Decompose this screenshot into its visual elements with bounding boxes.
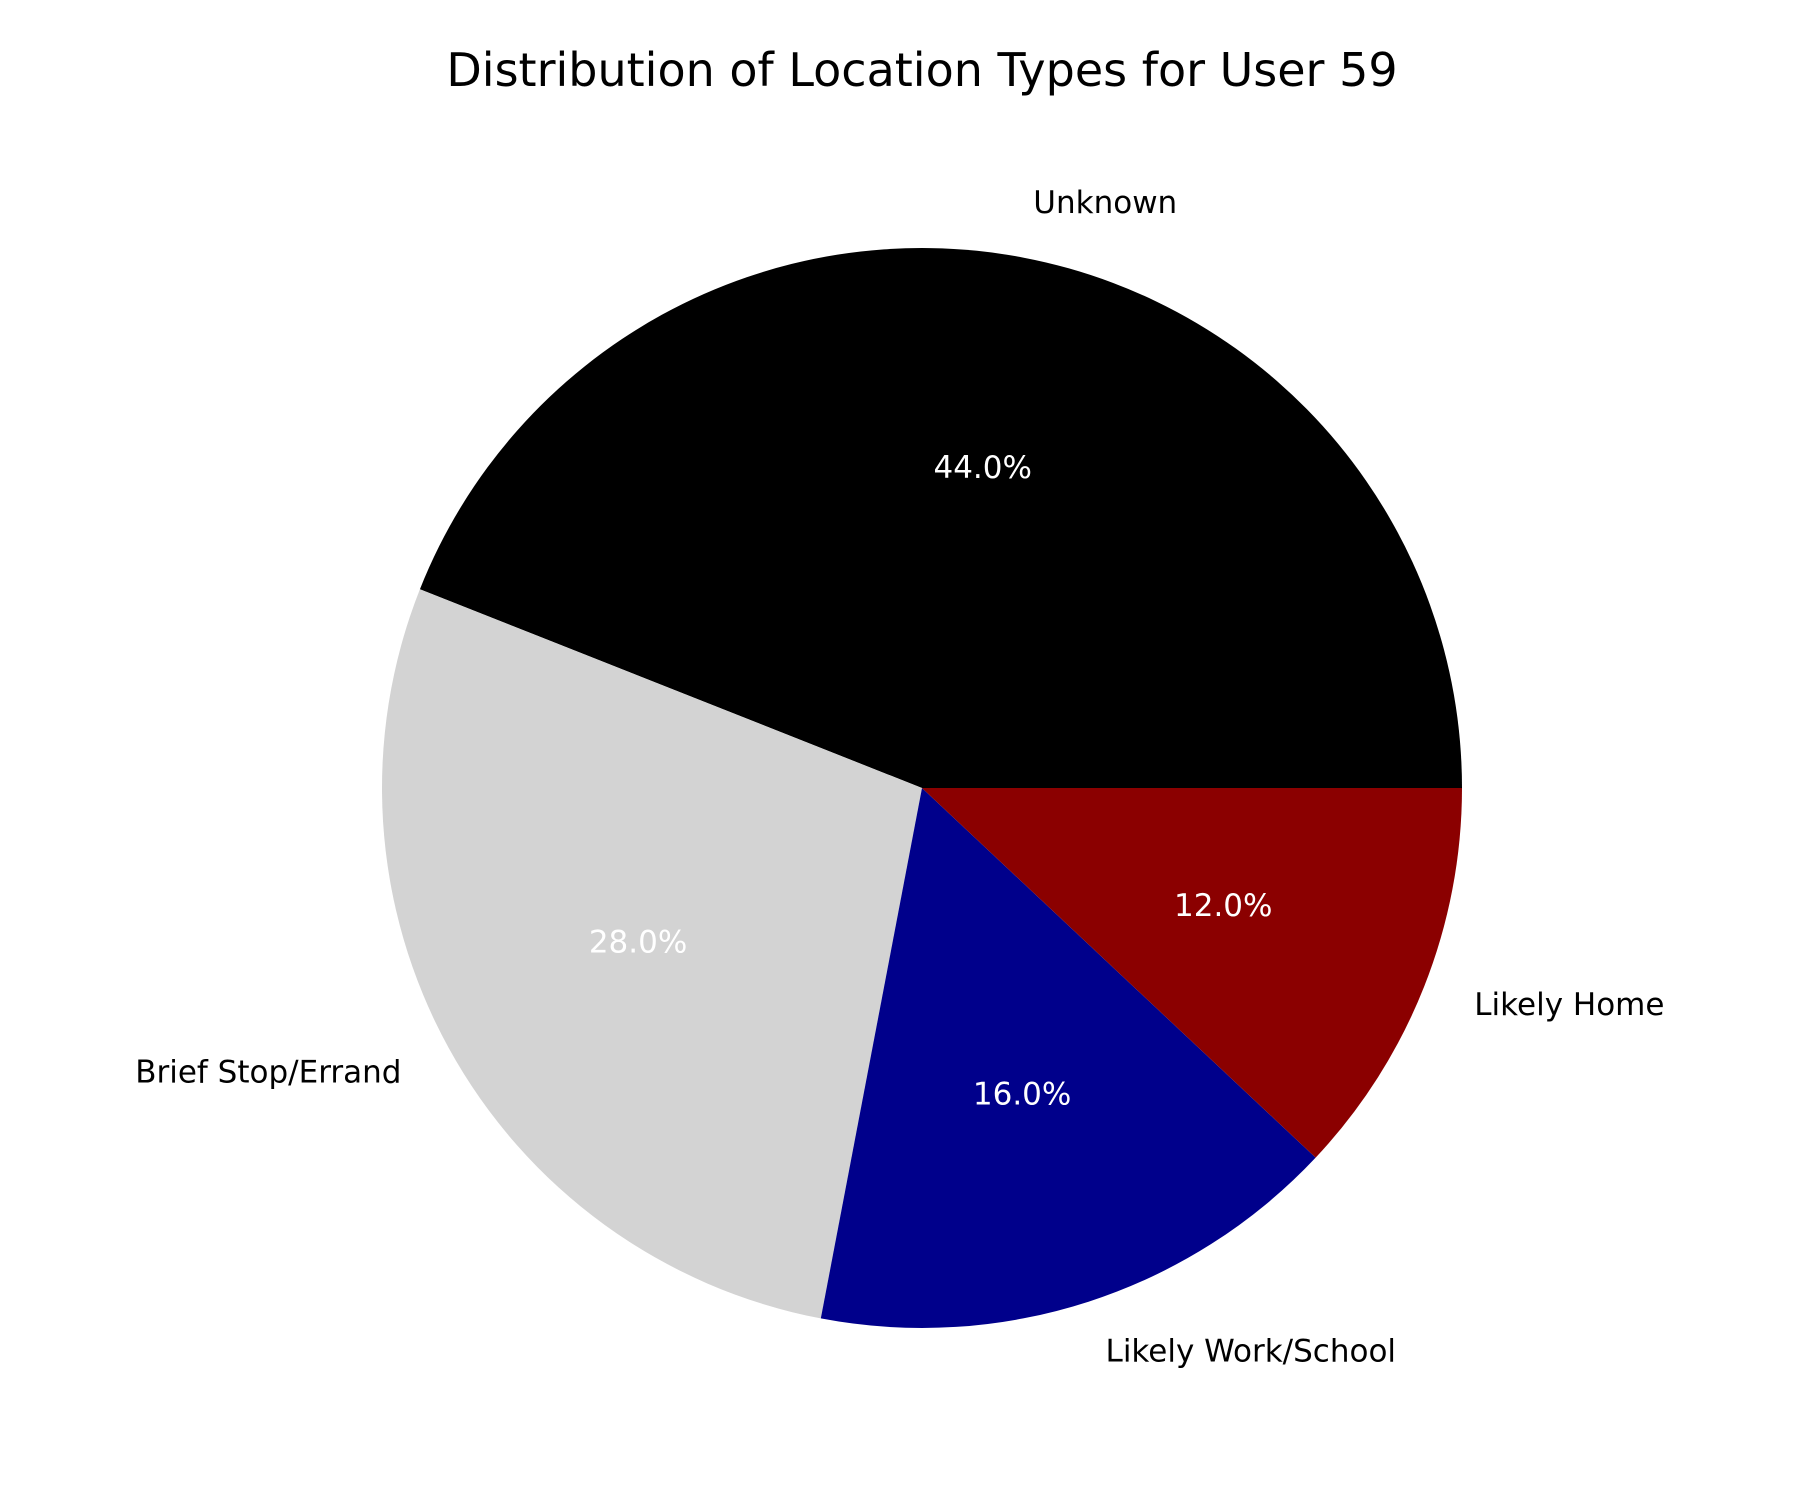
pie-slice-brief-stop-errand [382,589,922,1319]
slice-percentage-label: 44.0% [933,450,1031,486]
slice-percentage-label: 16.0% [973,1077,1071,1113]
slice-percentage-label: 12.0% [1174,888,1272,924]
pie-labels: Unknown 44.0% Brief Stop/Errand 28.0% Likely… [135,185,1664,1369]
slice-label: Likely Work/School [1106,1333,1396,1369]
chart-title: Distribution of Location Types for User … [446,43,1397,97]
slice-label: Likely Home [1474,987,1664,1023]
pie-slices [382,247,1463,1328]
pie-slice-likely-home [922,788,1462,1158]
slice-label: Brief Stop/Errand [135,1055,401,1091]
slice-label: Unknown [1033,185,1177,221]
slice-percentage-label: 28.0% [589,925,687,961]
pie-slice-unknown [419,247,1463,788]
pie-slice-likely-work-school [820,788,1316,1328]
